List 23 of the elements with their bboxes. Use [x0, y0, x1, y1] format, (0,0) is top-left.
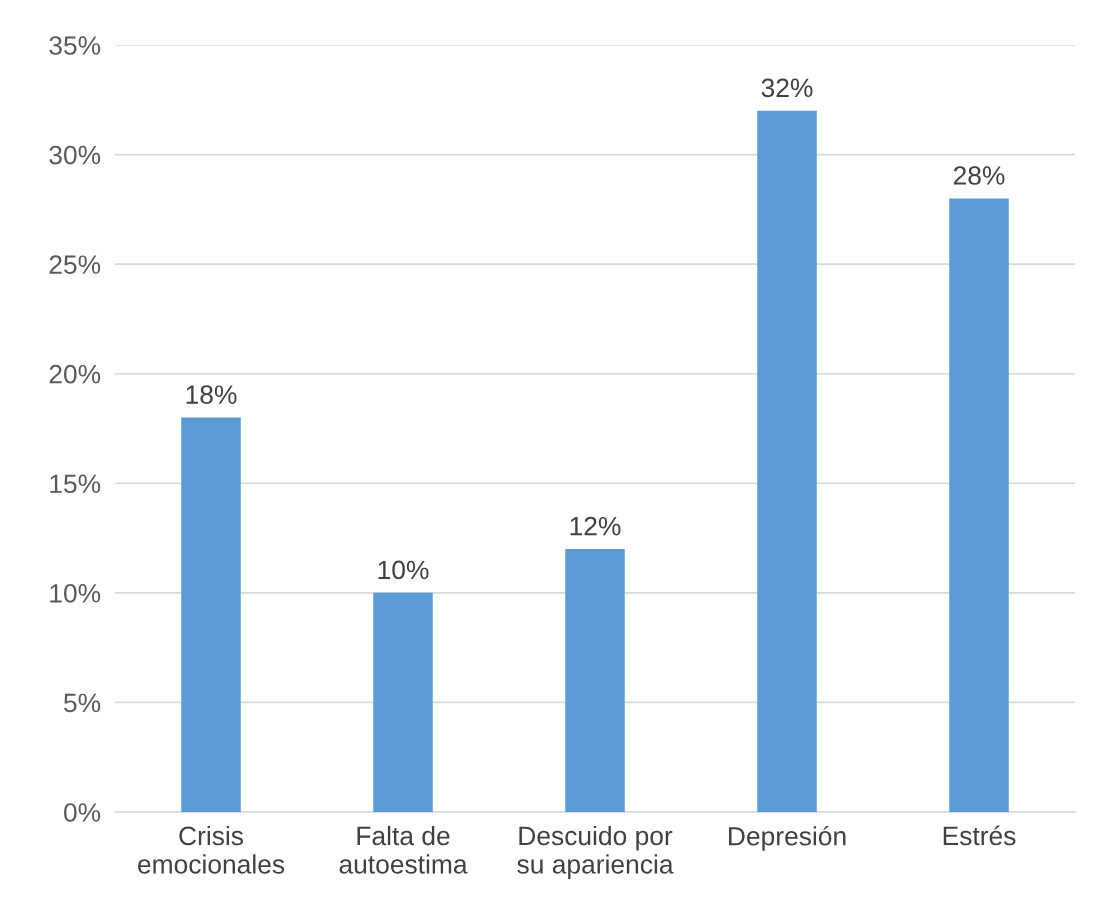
bar — [373, 592, 433, 812]
data-label: 28% — [953, 166, 1005, 185]
y-tick-label: 35% — [49, 36, 101, 55]
x-tick-label: Falta de autoestima — [339, 825, 468, 874]
y-tick-label: 20% — [49, 364, 101, 384]
data-label: 32% — [761, 78, 813, 98]
x-tick-label: Descuido por su apariencia — [517, 825, 674, 879]
y-tick-label: 5% — [64, 693, 101, 713]
y-tick-label: 25% — [49, 255, 101, 274]
y-tick-label: 15% — [50, 474, 101, 494]
y-tick-label: 0% — [64, 803, 101, 822]
x-tick-label: Crisis emocionales — [138, 825, 285, 874]
y-tick-label: 30% — [49, 145, 101, 165]
bar — [757, 110, 817, 812]
data-label: 18% — [186, 385, 237, 404]
x-tick-label: Estrés — [943, 825, 1016, 846]
y-tick-label: 10% — [50, 583, 101, 603]
data-label: 10% — [378, 560, 429, 580]
bar — [949, 198, 1009, 812]
bar — [565, 549, 625, 812]
data-label: 12% — [570, 516, 621, 536]
x-tick-label: Depresión — [729, 825, 846, 851]
bar — [181, 417, 241, 812]
